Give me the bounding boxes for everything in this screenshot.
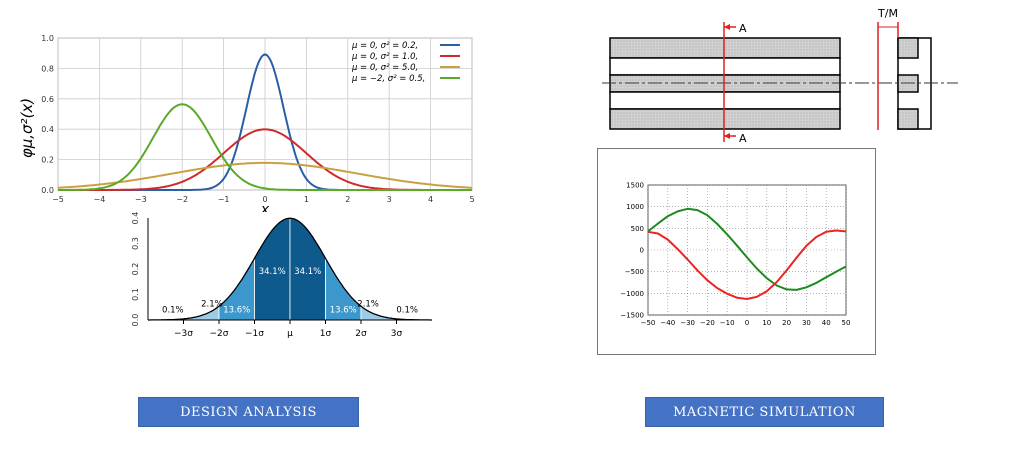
region-percent-label: 2.1%: [357, 299, 379, 309]
x-tick-label: 3σ: [391, 329, 403, 339]
series-line: [57, 161, 473, 189]
y-tick-label: 500: [631, 225, 644, 233]
stator-layers: [609, 37, 841, 130]
y-tick-label: 0.0: [41, 186, 54, 195]
x-tick-label: −20: [700, 319, 715, 327]
tm-label: T/M: [877, 7, 898, 20]
series-line: [58, 103, 472, 191]
cross-section-drawing: A A T/M: [602, 7, 958, 145]
y-tick-label: 0.4: [41, 125, 54, 134]
y-tick-label: 0.6: [41, 95, 54, 104]
legend-entry: μ = 0, σ² = 5.0,: [351, 63, 418, 73]
section-line: [723, 22, 736, 142]
y-tick-label: 1.0: [41, 34, 54, 43]
x-tick-label: 1: [304, 195, 309, 204]
x-tick-label: −4: [94, 195, 106, 204]
y-tick-label: 1500: [626, 182, 644, 190]
y-axis-label: φμ,σ²(x): [18, 98, 36, 158]
gaussian-curves-chart: φμ,σ²(x) −5 −4 −3 −2 −1 0 1 2 3 4 5 0.0 0.2 0.4 0.6 0.8…: [18, 34, 475, 212]
x-tick-label: 1σ: [320, 329, 332, 339]
x-tick-label: −10: [720, 319, 735, 327]
region-percent-label: 2.1%: [201, 299, 223, 309]
x-tick-label: 10: [762, 319, 771, 327]
x-tick-label: 20: [782, 319, 791, 327]
tm-dimension: [877, 22, 899, 130]
y-tick-label: 0.2: [131, 263, 140, 276]
y-tick-label: 0.8: [41, 64, 54, 73]
y-tick-label: −1000: [620, 290, 644, 298]
y-tick-label: 0.4: [131, 212, 140, 225]
x-tick-label: −40: [660, 319, 675, 327]
section-label-bottom: A: [739, 132, 747, 145]
x-tick-label: −1σ: [245, 329, 264, 339]
x-tick-label: 5: [469, 195, 474, 204]
x-tick-label: −30: [680, 319, 695, 327]
series-line: [647, 207, 847, 291]
x-tick-label: −3: [135, 195, 147, 204]
section-label-top: A: [739, 22, 747, 35]
region-percent-label: 13.6%: [330, 305, 357, 315]
y-tick-label: −1500: [620, 312, 644, 320]
y-tick-label: 0.0: [131, 314, 140, 327]
x-tick-label: 2: [345, 195, 350, 204]
x-tick-label: −1: [218, 195, 230, 204]
standard-deviation-chart: 0.00.10.20.30.4−3σ −2σ −1σ μ 1σ 2σ 3σ2.1%13.6%…: [131, 212, 432, 339]
legend-entry: μ = 0, σ² = 0.2,: [351, 41, 418, 51]
magnetic-simulation-button[interactable]: MAGNETIC SIMULATION: [645, 397, 884, 427]
x-tick-label: −5: [52, 195, 64, 204]
x-tick-label: 30: [802, 319, 811, 327]
x-tick-label: 0: [262, 195, 267, 204]
series-line: [647, 229, 847, 300]
x-tick-label: μ: [287, 329, 293, 339]
x-tick-label: 40: [822, 319, 831, 327]
region-percent-label: 0.1%: [396, 305, 418, 315]
region-percent-label: 13.6%: [223, 305, 250, 315]
y-tick-label: −500: [625, 268, 644, 276]
y-tick-label: 1000: [626, 203, 644, 211]
x-tick-label: 4: [428, 195, 433, 204]
x-tick-label: −3σ: [174, 329, 193, 339]
region-percent-label: 0.1%: [162, 305, 184, 315]
y-tick-label: 0.3: [131, 237, 140, 250]
region-percent-label: 34.1%: [294, 267, 321, 277]
x-axis-label: x: [260, 202, 270, 212]
y-tick-label: 0.1: [131, 288, 140, 301]
x-tick-label: 0: [745, 319, 749, 327]
legend-entry: μ = −2, σ² = 0.5,: [351, 74, 425, 84]
y-tick-label: 0: [640, 247, 644, 255]
bell-curve-line: [148, 217, 432, 321]
magnetic-simulation-chart: −50 −40 −30 −20 −10 0 10 20 30 40 50 1500 1000 500 0 −5…: [620, 182, 851, 328]
x-tick-label: 2σ: [355, 329, 367, 339]
x-tick-label: −2: [176, 195, 188, 204]
region-percent-label: 34.1%: [259, 267, 286, 277]
legend-entry: μ = 0, σ² = 1.0,: [351, 52, 418, 62]
x-tick-label: −2σ: [210, 329, 229, 339]
x-tick-label: −50: [641, 319, 656, 327]
x-tick-label: 3: [387, 195, 392, 204]
x-tick-label: 50: [842, 319, 851, 327]
y-tick-label: 0.2: [41, 156, 54, 165]
design-analysis-button[interactable]: DESIGN ANALYSIS: [138, 397, 359, 427]
simulation-chart-frame: −50 −40 −30 −20 −10 0 10 20 30 40 50 1500 1000 500 0 −5…: [597, 148, 876, 355]
